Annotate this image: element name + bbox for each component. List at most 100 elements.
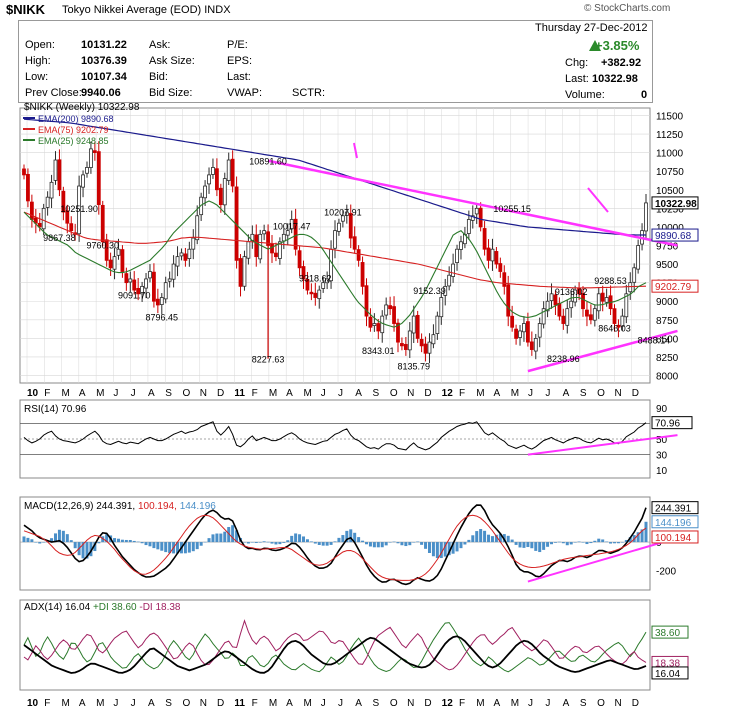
price-y-tick-label: 10250 [656,204,684,215]
candle-body [356,249,361,261]
quote-label-ask-size: Ask Size: [149,55,195,67]
macd-value-box [651,530,699,544]
candle-body [100,204,105,243]
candle-body [207,174,211,185]
macd-histogram-bar [443,542,447,557]
bottom-month-label: M [303,698,311,709]
quote-value-high: 10376.39 [81,55,127,67]
candle-body [167,278,172,282]
macd-histogram-bar [26,537,30,543]
macd-histogram-bar [105,534,109,543]
bottom-month-label: M [476,698,484,709]
candle-body [600,292,605,302]
trendline [267,159,678,247]
macd-histogram-bar [553,542,557,543]
adx-panel-title: ADX(14) 16.04 +DI 38.60 -DI 18.38 [24,602,181,613]
price-annotation: 8238.96 [547,354,580,364]
month-label: A [286,388,293,399]
macd-histogram-bar [412,542,416,543]
candle-body [140,285,145,295]
macd-histogram-bar [471,535,475,543]
candle-body [604,297,609,303]
candle-body [407,330,412,351]
bottom-month-label: J [113,698,118,709]
macd-histogram-bar [376,542,380,548]
macd-value-box [651,501,699,515]
candle-body [281,233,286,242]
macd-histogram-bar [313,542,317,544]
candle-body [565,308,570,326]
candle-body [644,202,648,232]
candle-body [238,258,243,287]
macd-histogram-bar [522,542,526,548]
macd-histogram-bar [546,542,550,547]
macd-histogram-bar [195,542,199,550]
macd-histogram-bar [50,538,54,543]
bottom-month-label: J [338,698,343,709]
macd-histogram-bar [459,542,463,549]
candle-body [592,308,597,321]
macd-histogram-bar [593,540,597,543]
candle-body [451,263,456,277]
macd-histogram-bar [542,542,546,550]
macd-histogram-bar [231,525,235,543]
macd-histogram-bar [97,542,101,544]
bottom-month-label: F [459,698,465,709]
candle-body [301,266,306,280]
macd-histogram-bar [475,531,479,543]
macd-histogram-bar [22,536,26,543]
candle-body [246,241,251,259]
macd-histogram-bar [128,539,132,543]
macd-signal-line [23,514,647,581]
candle-body [148,271,152,279]
macd-histogram-bar [357,537,361,543]
macd-histogram-bar [447,542,451,556]
macd-histogram-bar [246,542,250,544]
macd-histogram-bar [538,542,542,553]
bottom-month-label: M [62,698,70,709]
candle-body [92,150,97,153]
quote-label-bid-size: Bid Size: [149,87,193,99]
month-label: S [165,388,172,399]
volume-label: Volume: [565,89,605,101]
candle-body [466,219,471,234]
price-right-label-box [651,279,699,293]
candle-body [152,271,156,302]
quote-label-high: High: [25,55,51,67]
macd-histogram-bar [372,542,376,548]
candle-body [403,344,408,350]
bottom-month-label: A [286,698,293,709]
chg-label: Chg: [565,57,589,69]
candle-body [545,300,550,312]
year-label: 11 [234,388,245,399]
rsi-y-tick-label: 10 [656,466,668,477]
macd-histogram-bar [120,539,124,543]
macd-histogram-bar [490,536,494,543]
candle-body [411,315,416,334]
macd-histogram-bar [329,542,333,545]
candle-body [518,330,522,338]
chg-value: +382.92 [601,57,642,69]
candle-body [486,247,491,261]
up-arrow-icon [589,40,601,51]
bottom-month-label: A [563,698,570,709]
macd-histogram-bar [42,542,46,543]
quote-value-open: 10131.22 [81,39,127,51]
price-y-tick-label: 10000 [656,223,684,234]
candle-body [132,279,137,291]
macd-histogram-bar [140,542,144,544]
macd-histogram-bar [262,541,266,543]
candle-body [159,297,164,305]
month-label: J [113,388,118,399]
candles [22,141,648,364]
candle-body [573,289,578,303]
quote-label-bid: Bid: [149,71,168,83]
candle-body [321,282,326,289]
candle-body [171,263,176,280]
rsi-line [23,421,647,451]
rsi-y-tick-label: 50 [656,435,668,446]
price-y-tick-label: 10750 [656,167,684,178]
candle-body [144,278,148,289]
source-watermark: © StockCharts.com [584,3,671,14]
candle-body [258,233,263,260]
